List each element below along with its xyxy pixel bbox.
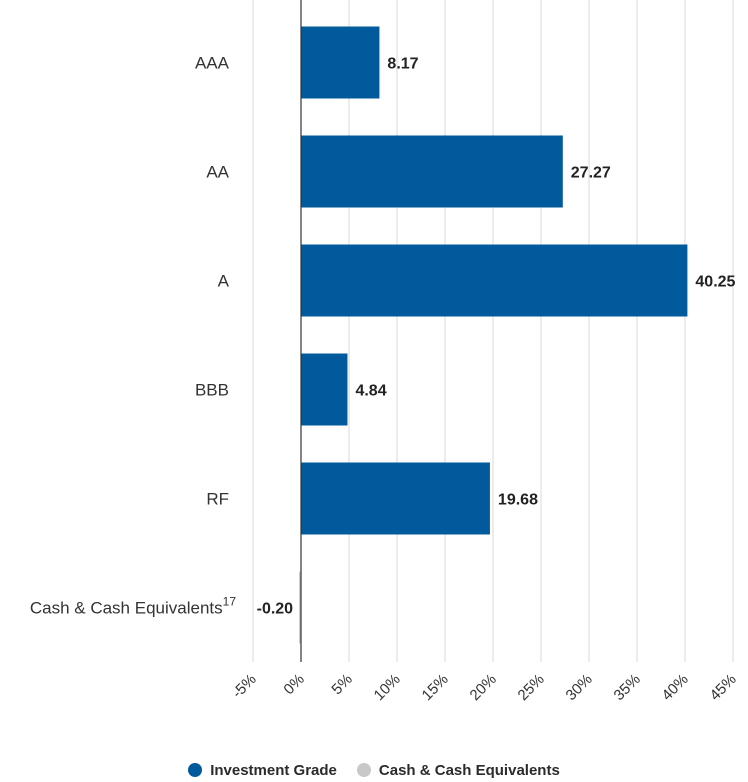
category-label: AA [206,163,229,182]
legend-item-investment-grade: Investment Grade [188,762,337,779]
gridlines [252,0,734,662]
x-tick-label: 25% [515,671,548,704]
x-tick-label: 20% [467,671,500,704]
x-tick-label: 0% [280,671,307,698]
category-label: Cash & Cash Equivalents17 [30,595,236,618]
x-tick-label: 45% [707,671,740,704]
category-label: AAA [195,54,230,73]
x-tick-label: -5% [229,671,260,702]
legend: Investment Grade Cash & Cash Equivalents [0,760,748,780]
x-tick-label: 10% [371,671,404,704]
legend-item-cash: Cash & Cash Equivalents [356,761,560,779]
x-tick-label: 40% [659,671,692,704]
bar [301,353,348,426]
bars [299,26,688,644]
bar [301,26,380,99]
legend-label-cash: Cash & Cash Equivalents [378,761,560,779]
value-label: 19.68 [498,492,538,509]
category-label-superscript: 17 [223,595,237,609]
category-label-text: Cash & Cash Equivalents [30,599,223,618]
value-label: 27.27 [571,165,611,182]
bar [301,244,688,317]
legend-label-investment-grade: Investment Grade [210,761,337,779]
legend-swatch-investment-grade [188,763,203,777]
allocation-bar-chart: -5% 0% 5% 10% 15% 20% 25% 30% 35% 40% 45%AAA 8.17AA… [30,0,740,704]
bar [301,135,563,208]
value-label: -0.20 [257,601,294,618]
legend-swatch-cash [356,763,371,777]
value-label: 40.25 [695,274,735,291]
value-label: 4.84 [355,383,386,400]
x-tick-label: 5% [328,671,355,698]
x-tick-label: 35% [611,671,644,704]
category-label: RF [206,490,229,509]
x-tick-label: 15% [419,671,452,704]
category-label: BBB [195,381,229,400]
category-label: A [218,272,230,291]
value-label: 8.17 [387,56,418,73]
x-tick-label: 30% [563,671,596,704]
bar [299,571,301,644]
bar [301,462,490,535]
